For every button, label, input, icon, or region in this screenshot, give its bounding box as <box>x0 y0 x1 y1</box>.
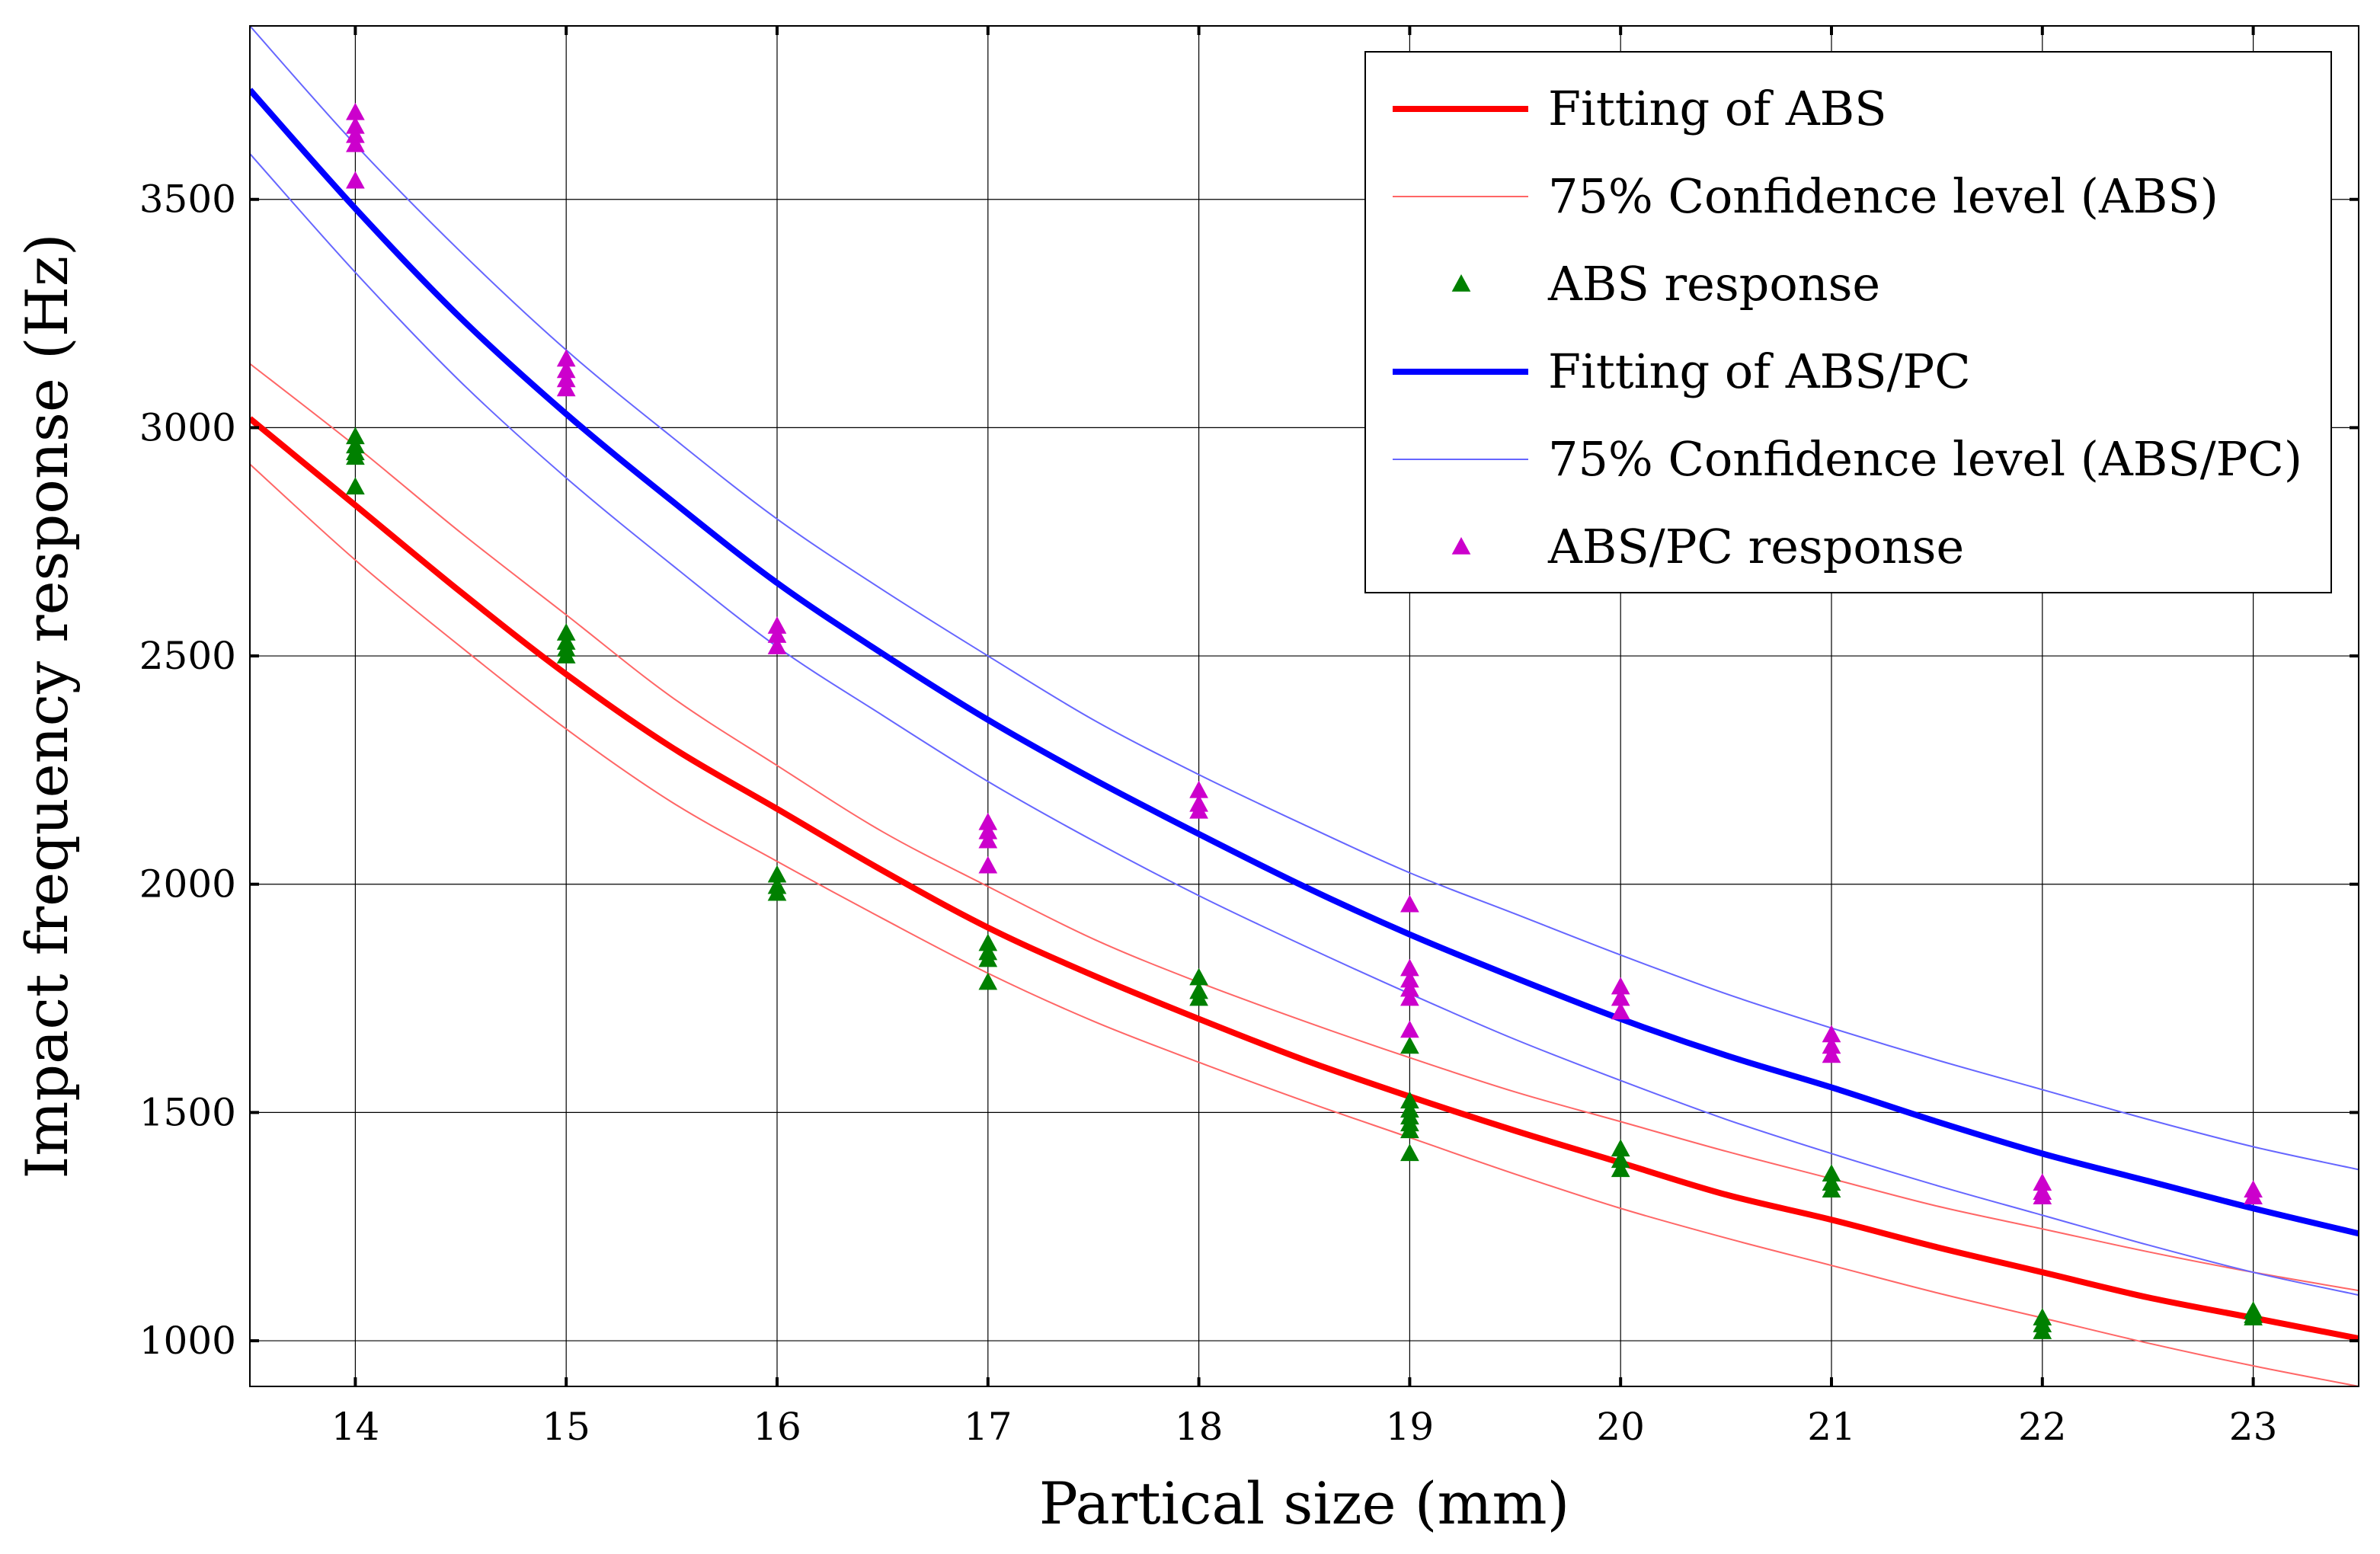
data-point <box>346 134 365 152</box>
x-tick-label: 22 <box>2018 1405 2067 1449</box>
data-point <box>1400 958 1419 977</box>
data-point <box>1189 967 1208 986</box>
data-point <box>556 360 576 379</box>
confidence-line <box>250 363 2359 1292</box>
data-point <box>978 855 998 874</box>
x-tick-label: 16 <box>753 1405 801 1449</box>
x-tick-label: 23 <box>2229 1405 2278 1449</box>
legend-label: ABS/PC response <box>1547 519 1964 574</box>
data-point <box>767 883 787 901</box>
data-point <box>346 447 365 465</box>
x-tick-label: 17 <box>964 1405 1012 1449</box>
fit-line <box>250 88 2359 1237</box>
legend-swatch-marker <box>1451 537 1471 555</box>
data-point <box>556 349 576 367</box>
data-point <box>1822 1025 1841 1043</box>
data-point <box>978 972 998 990</box>
data-point <box>978 949 998 967</box>
data-point <box>556 379 576 397</box>
data-point <box>767 637 787 654</box>
legend-label: ABS response <box>1547 256 1880 312</box>
y-tick-label: 3000 <box>139 405 236 449</box>
data-point <box>1400 970 1419 988</box>
confidence-line <box>250 463 2359 1386</box>
data-point <box>1400 988 1419 1006</box>
data-point <box>978 933 998 951</box>
confidence-line <box>250 153 2359 1297</box>
data-point <box>1400 1036 1419 1054</box>
fit-line <box>250 416 2359 1341</box>
data-point <box>1611 977 1630 995</box>
data-point <box>2033 1187 2052 1205</box>
axis-ticks: 14 15 16 17 18 19 20 21 22 23 1000 1500 2000 2500 3000… <box>139 26 2359 1449</box>
data-point <box>767 865 787 883</box>
data-point <box>1400 1121 1419 1139</box>
data-point <box>346 102 365 120</box>
series-abs-response <box>346 427 2263 1339</box>
y-tick-label: 3500 <box>139 177 236 222</box>
x-tick-label: 20 <box>1596 1405 1645 1449</box>
x-axis-label: Partical size (mm) <box>1039 1469 1569 1537</box>
data-point <box>978 830 998 849</box>
data-point <box>2244 1308 2263 1325</box>
data-point <box>1611 1159 1630 1178</box>
data-point <box>1822 1036 1841 1054</box>
data-point <box>1822 1164 1841 1182</box>
data-point <box>346 427 365 445</box>
series-abspc-response <box>346 102 2263 1205</box>
plot-frame <box>249 25 2359 1387</box>
data-point <box>556 646 576 663</box>
data-point <box>1611 1002 1630 1020</box>
legend-swatch-marker <box>1451 274 1471 292</box>
data-point <box>1400 979 1419 997</box>
legend-label: Fitting of ABS <box>1548 81 1887 136</box>
data-point <box>1400 1143 1419 1162</box>
data-point <box>1611 988 1630 1006</box>
x-tick-label: 21 <box>1807 1405 1856 1449</box>
data-point <box>1822 1180 1841 1198</box>
data-point <box>1189 780 1208 798</box>
legend-label: 75% Confidence level (ABS/PC) <box>1548 431 2302 487</box>
data-point <box>346 125 365 143</box>
data-point <box>1822 1045 1841 1063</box>
data-point <box>346 171 365 189</box>
x-tick-label: 14 <box>331 1405 380 1449</box>
data-point <box>978 821 998 839</box>
y-tick-label: 2500 <box>139 634 236 678</box>
legend: Fitting of ABS 75% Confidence level (ABS)… <box>1364 51 2332 593</box>
data-point <box>2033 1173 2052 1191</box>
y-axis-label: Impact frequency response (Hz) <box>13 233 81 1178</box>
data-point <box>346 477 365 495</box>
data-point <box>1400 894 1419 913</box>
data-point <box>1189 988 1208 1006</box>
y-tick-label: 1000 <box>139 1319 236 1363</box>
data-point <box>556 369 576 388</box>
y-tick-label: 1500 <box>139 1090 236 1134</box>
data-point <box>1611 1150 1630 1169</box>
data-point <box>978 812 998 830</box>
plot-border <box>249 25 2359 1387</box>
data-point <box>767 625 787 643</box>
x-tick-label: 19 <box>1386 1405 1435 1449</box>
data-point <box>2033 1322 2052 1339</box>
data-point <box>556 623 576 641</box>
data-point <box>2244 1187 2263 1205</box>
data-point <box>767 616 787 634</box>
data-point <box>1611 1139 1630 1157</box>
legend-box <box>1364 51 2332 593</box>
x-tick-label: 15 <box>542 1405 590 1449</box>
x-tick-label: 18 <box>1175 1405 1224 1449</box>
legend-label: 75% Confidence level (ABS) <box>1548 168 2218 224</box>
data-point <box>1400 1091 1419 1109</box>
legend-label: Fitting of ABS/PC <box>1548 344 1971 399</box>
data-point <box>346 116 365 134</box>
data-point <box>1400 1020 1419 1038</box>
data-point <box>1189 801 1208 819</box>
series-layer <box>250 26 2359 1386</box>
y-tick-label: 2000 <box>139 862 236 906</box>
